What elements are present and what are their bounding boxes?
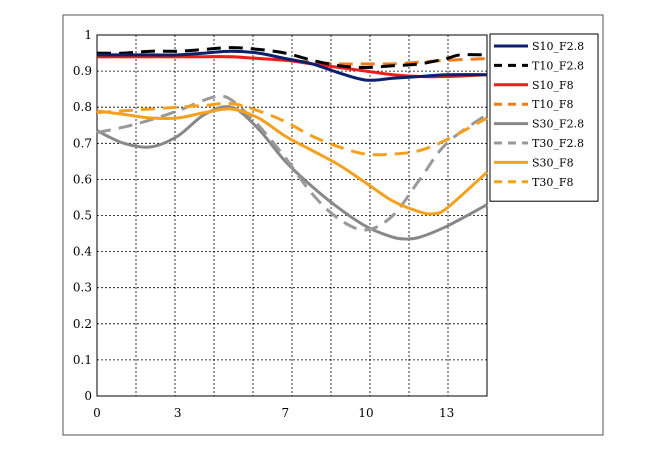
legend-box bbox=[489, 33, 599, 202]
plot-area: 00.10.20.30.40.50.60.70.80.910 3 7 10 13 bbox=[73, 28, 489, 420]
y-tick-label: 0.7 bbox=[73, 136, 92, 150]
legend-label: T10_F8 bbox=[532, 98, 573, 111]
series-line-s10-f2-8 bbox=[97, 49, 488, 82]
y-tick-label: 0.6 bbox=[73, 172, 92, 186]
legend-label: T30_F8 bbox=[532, 176, 573, 189]
x-tick-label: 3 bbox=[174, 406, 182, 420]
series-line-s30-f2-8 bbox=[96, 105, 488, 241]
y-tick-label: 0.8 bbox=[73, 100, 92, 114]
legend-label: S30_F8 bbox=[532, 156, 574, 169]
x-tick-label: 0 bbox=[93, 406, 101, 420]
x-tick-label: 7 bbox=[281, 406, 289, 420]
legend-label: S30_F2.8 bbox=[532, 118, 584, 131]
x-tick-label: 13 bbox=[439, 406, 454, 420]
legend-label: S10_F8 bbox=[532, 79, 574, 92]
y-tick-label: 0.4 bbox=[73, 245, 92, 259]
legend: S10_F2.8 T10_F2.8 S10_F8 T10_F8 S30_F2.8 T30_… bbox=[489, 33, 599, 202]
series-line-t30-f2-8 bbox=[96, 94, 488, 232]
y-tick-label: 0.2 bbox=[73, 317, 92, 331]
series-line-t10-f2-8 bbox=[96, 46, 488, 69]
y-tick-label: 0.5 bbox=[73, 209, 92, 223]
legend-label: T30_F2.8 bbox=[532, 137, 584, 150]
y-tick-label: 0.9 bbox=[73, 64, 92, 78]
y-tick-label: 0 bbox=[84, 389, 92, 403]
series-line-s30-f8 bbox=[96, 107, 489, 216]
x-tick-label: 10 bbox=[358, 406, 373, 420]
legend-label: T10_F2.8 bbox=[532, 59, 584, 72]
y-tick-label: 1 bbox=[84, 28, 92, 42]
y-tick-label: 0.3 bbox=[73, 281, 92, 295]
y-tick-label: 0.1 bbox=[73, 353, 92, 367]
legend-label: S10_F2.8 bbox=[532, 40, 584, 53]
plot-border bbox=[96, 34, 488, 397]
